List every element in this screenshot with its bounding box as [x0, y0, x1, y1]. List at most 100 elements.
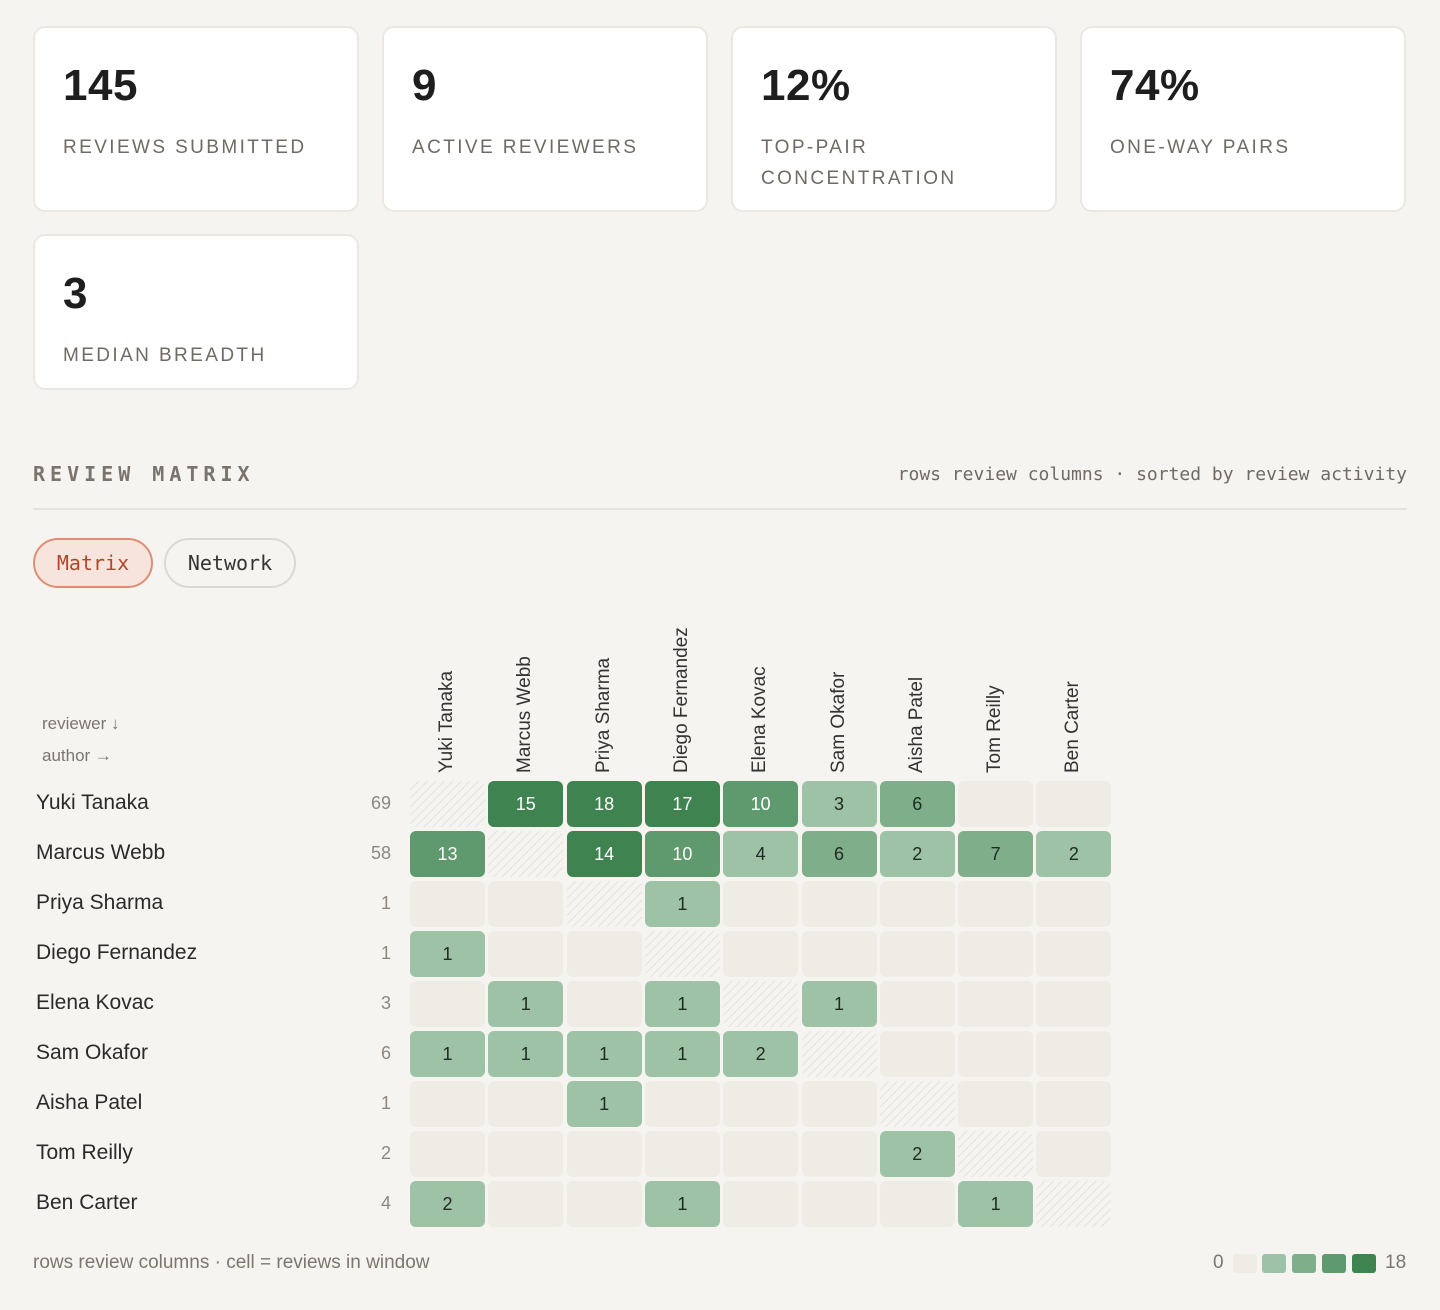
matrix-cell[interactable]: 6	[801, 831, 877, 877]
legend-min: 0	[1213, 1252, 1224, 1273]
matrix-cell[interactable]	[958, 1031, 1034, 1077]
matrix-cell[interactable]	[566, 981, 642, 1027]
matrix-cell[interactable]: 1	[410, 931, 485, 977]
matrix-cell[interactable]	[879, 881, 955, 927]
matrix-cell[interactable]	[410, 1131, 485, 1177]
matrix-cell[interactable]	[1036, 781, 1112, 827]
matrix-cell[interactable]	[1036, 881, 1112, 927]
matrix-cell[interactable]	[801, 1181, 877, 1227]
matrix-cell	[566, 881, 642, 927]
matrix-cell[interactable]: 6	[879, 781, 955, 827]
matrix-cell[interactable]: 1	[801, 981, 877, 1027]
stat-value: 74%	[1110, 61, 1200, 110]
matrix-cell[interactable]: 1	[566, 1081, 642, 1127]
section-title: REVIEW MATRIX	[33, 462, 255, 486]
row-label: Tom Reilly	[36, 1141, 133, 1164]
matrix-cell[interactable]	[1036, 1031, 1112, 1077]
matrix-cell[interactable]	[488, 1181, 564, 1227]
matrix-cell[interactable]: 1	[410, 1031, 485, 1077]
matrix-cell[interactable]: 1	[566, 1031, 642, 1077]
matrix-cell[interactable]	[723, 1181, 799, 1227]
matrix-cell[interactable]: 14	[566, 831, 642, 877]
row-label: Yuki Tanaka	[36, 791, 149, 814]
matrix-cell[interactable]: 1	[488, 1031, 564, 1077]
matrix-cell[interactable]	[566, 1181, 642, 1227]
matrix-cell[interactable]: 1	[958, 1181, 1034, 1227]
row-total: 69	[370, 793, 391, 813]
matrix-cell[interactable]	[723, 1081, 799, 1127]
matrix-cell[interactable]	[801, 1131, 877, 1177]
matrix-cell[interactable]: 10	[723, 781, 799, 827]
matrix-cell[interactable]	[801, 881, 877, 927]
matrix-cell[interactable]: 10	[644, 831, 720, 877]
matrix-cell	[879, 1081, 955, 1127]
axis-key-reviewer: reviewer ↓	[42, 714, 120, 733]
column-label: Priya Sharma	[592, 657, 614, 773]
matrix-cell[interactable]	[1036, 981, 1112, 1027]
matrix-cell[interactable]: 1	[644, 881, 720, 927]
matrix-cell[interactable]: 17	[644, 781, 720, 827]
legend-swatch	[1262, 1254, 1286, 1273]
matrix-cell[interactable]	[1036, 931, 1112, 977]
network-view-toggle[interactable]: Network	[164, 538, 296, 588]
matrix-cell[interactable]	[488, 1131, 564, 1177]
matrix-cell[interactable]	[644, 1131, 720, 1177]
matrix-cell[interactable]	[958, 1081, 1034, 1127]
matrix-cell[interactable]: 15	[488, 781, 564, 827]
matrix-cell[interactable]: 3	[801, 781, 877, 827]
matrix-cell[interactable]	[410, 881, 485, 927]
stat-card-one-way-pairs: 74% ONE-WAY PAIRS	[1080, 26, 1406, 212]
matrix-cell[interactable]	[566, 1131, 642, 1177]
matrix-cell[interactable]: 2	[1036, 831, 1112, 877]
matrix-cell	[723, 981, 799, 1027]
column-label: Aisha Patel	[905, 676, 927, 773]
column-label: Marcus Webb	[514, 656, 536, 773]
matrix-cell[interactable]	[1036, 1131, 1112, 1177]
matrix-cell[interactable]	[488, 931, 564, 977]
row-label: Marcus Webb	[36, 841, 166, 864]
matrix-cell[interactable]	[723, 1131, 799, 1177]
matrix-cell[interactable]	[801, 931, 877, 977]
stat-value: 3	[63, 269, 88, 318]
matrix-cell[interactable]	[488, 881, 564, 927]
matrix-cell[interactable]	[488, 1081, 564, 1127]
matrix-cell[interactable]: 7	[958, 831, 1034, 877]
matrix-view-toggle[interactable]: Matrix	[33, 538, 153, 588]
matrix-cell[interactable]	[1036, 1081, 1112, 1127]
matrix-cell[interactable]	[879, 1181, 955, 1227]
matrix-cell[interactable]: 2	[723, 1031, 799, 1077]
matrix-cell[interactable]	[723, 931, 799, 977]
stat-card-active-reviewers: 9 ACTIVE REVIEWERS	[382, 26, 708, 212]
matrix-cell[interactable]: 4	[723, 831, 799, 877]
matrix-cell[interactable]	[879, 931, 955, 977]
matrix-cell[interactable]: 1	[488, 981, 564, 1027]
matrix-cell[interactable]	[801, 1081, 877, 1127]
matrix-cell[interactable]	[958, 881, 1034, 927]
matrix-cell[interactable]	[958, 931, 1034, 977]
matrix-cell	[801, 1031, 877, 1077]
matrix-cell[interactable]	[879, 981, 955, 1027]
matrix-cell[interactable]: 1	[644, 1031, 720, 1077]
matrix-cell[interactable]	[566, 931, 642, 977]
matrix-cell[interactable]: 2	[410, 1181, 485, 1227]
legend-swatch	[1292, 1254, 1316, 1273]
matrix-cell[interactable]	[410, 981, 485, 1027]
legend-swatch	[1352, 1254, 1376, 1273]
color-legend: 0 18	[1213, 1252, 1407, 1276]
matrix-cell[interactable]: 13	[410, 831, 485, 877]
matrix-cell[interactable]	[410, 1081, 485, 1127]
matrix-cell[interactable]	[958, 981, 1034, 1027]
row-total: 4	[380, 1193, 391, 1213]
matrix-cell[interactable]: 2	[879, 831, 955, 877]
matrix-cell[interactable]	[644, 1081, 720, 1127]
matrix-cell[interactable]: 2	[879, 1131, 955, 1177]
stat-card-median-breadth: 3 MEDIAN BREADTH	[33, 234, 359, 390]
row-total: 6	[380, 1043, 391, 1063]
matrix-cell[interactable]	[879, 1031, 955, 1077]
matrix-cell[interactable]: 1	[644, 981, 720, 1027]
matrix-cell[interactable]: 1	[644, 1181, 720, 1227]
stat-label: ACTIVE REVIEWERS	[412, 137, 639, 158]
matrix-cell[interactable]	[958, 781, 1034, 827]
matrix-cell[interactable]: 18	[566, 781, 642, 827]
matrix-cell[interactable]	[723, 881, 799, 927]
